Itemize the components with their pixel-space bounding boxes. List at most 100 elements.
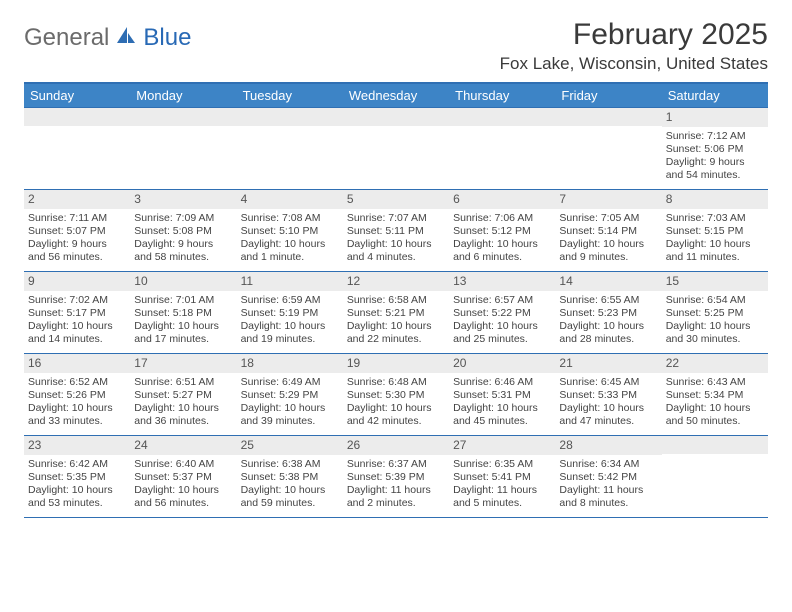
day-header: Saturday — [662, 83, 768, 108]
day-number: 11 — [237, 272, 343, 291]
calendar-cell: 26Sunrise: 6:37 AMSunset: 5:39 PMDayligh… — [343, 436, 449, 518]
day-details: Sunrise: 6:46 AMSunset: 5:31 PMDaylight:… — [453, 376, 551, 429]
day-number: 13 — [449, 272, 555, 291]
sunrise-line: Sunrise: 7:11 AM — [28, 212, 126, 225]
day-number: 7 — [555, 190, 661, 209]
sunrise-line: Sunrise: 6:45 AM — [559, 376, 657, 389]
day-number: 14 — [555, 272, 661, 291]
sunrise-line: Sunrise: 7:08 AM — [241, 212, 339, 225]
calendar-cell: 15 Sunrise: 6:54 AMSunset: 5:25 PMDayligh… — [662, 272, 768, 354]
daylight-line: Daylight: 9 hours and 56 minutes. — [28, 238, 126, 264]
sunrise-line: Sunrise: 7:12 AM — [666, 130, 764, 143]
day-number: 25 — [237, 436, 343, 455]
sunset-line: Sunset: 5:19 PM — [241, 307, 339, 320]
calendar-cell: 24 Sunrise: 6:40 AMSunset: 5:37 PMDayligh… — [130, 436, 236, 518]
sunset-line: Sunset: 5:33 PM — [559, 389, 657, 402]
daylight-line: Daylight: 9 hours and 54 minutes. — [666, 156, 764, 182]
day-number — [130, 108, 236, 126]
day-number — [24, 108, 130, 126]
calendar-cell: 5Sunrise: 7:07 AMSunset: 5:11 PMDaylight… — [343, 190, 449, 272]
day-number: 21 — [555, 354, 661, 373]
calendar-cell — [130, 108, 236, 190]
sunset-line: Sunset: 5:10 PM — [241, 225, 339, 238]
day-number: 1 — [662, 108, 768, 127]
sunrise-line: Sunrise: 6:52 AM — [28, 376, 126, 389]
sunset-line: Sunset: 5:26 PM — [28, 389, 126, 402]
calendar-cell: 16Sunrise: 6:52 AMSunset: 5:26 PMDayligh… — [24, 354, 130, 436]
daylight-line: Daylight: 11 hours and 2 minutes. — [347, 484, 445, 510]
calendar-week: 23 Sunrise: 6:42 AMSunset: 5:35 PMDayligh… — [24, 436, 768, 518]
calendar-cell — [555, 108, 661, 190]
calendar-cell: 12 Sunrise: 6:58 AMSunset: 5:21 PMDayligh… — [343, 272, 449, 354]
day-header: Friday — [555, 83, 661, 108]
sunset-line: Sunset: 5:34 PM — [666, 389, 764, 402]
location-text: Fox Lake, Wisconsin, United States — [500, 54, 768, 74]
daylight-line: Daylight: 10 hours and 42 minutes. — [347, 402, 445, 428]
sunrise-line: Sunrise: 6:48 AM — [347, 376, 445, 389]
day-number: 3 — [130, 190, 236, 209]
day-details: Sunrise: 6:49 AMSunset: 5:29 PMDaylight:… — [241, 376, 339, 429]
day-header: Monday — [130, 83, 236, 108]
day-number: 15 — [662, 272, 768, 291]
calendar-cell: 2 Sunrise: 7:11 AMSunset: 5:07 PMDaylight… — [24, 190, 130, 272]
calendar-cell: 9Sunrise: 7:02 AMSunset: 5:17 PMDaylight… — [24, 272, 130, 354]
day-header-row: SundayMondayTuesdayWednesdayThursdayFrid… — [24, 83, 768, 108]
daylight-line: Daylight: 10 hours and 6 minutes. — [453, 238, 551, 264]
day-details: Sunrise: 6:54 AMSunset: 5:25 PMDaylight:… — [666, 294, 764, 347]
calendar-body: 1Sunrise: 7:12 AMSunset: 5:06 PMDaylight… — [24, 108, 768, 518]
day-number: 2 — [24, 190, 130, 209]
sunset-line: Sunset: 5:06 PM — [666, 143, 764, 156]
day-details: Sunrise: 6:51 AMSunset: 5:27 PMDaylight:… — [134, 376, 232, 429]
daylight-line: Daylight: 10 hours and 28 minutes. — [559, 320, 657, 346]
sunset-line: Sunset: 5:18 PM — [134, 307, 232, 320]
day-details: Sunrise: 7:11 AMSunset: 5:07 PMDaylight:… — [28, 212, 126, 265]
sunset-line: Sunset: 5:22 PM — [453, 307, 551, 320]
daylight-line: Daylight: 10 hours and 19 minutes. — [241, 320, 339, 346]
day-details: Sunrise: 6:38 AMSunset: 5:38 PMDaylight:… — [241, 458, 339, 511]
calendar-cell: 28Sunrise: 6:34 AMSunset: 5:42 PMDayligh… — [555, 436, 661, 518]
day-details: Sunrise: 7:05 AMSunset: 5:14 PMDaylight:… — [559, 212, 657, 265]
day-header: Tuesday — [237, 83, 343, 108]
day-details: Sunrise: 6:52 AMSunset: 5:26 PMDaylight:… — [28, 376, 126, 429]
brand-word2: Blue — [143, 24, 191, 52]
calendar-cell — [237, 108, 343, 190]
calendar-cell: 11Sunrise: 6:59 AMSunset: 5:19 PMDayligh… — [237, 272, 343, 354]
day-details: Sunrise: 6:40 AMSunset: 5:37 PMDaylight:… — [134, 458, 232, 511]
calendar-cell: 10Sunrise: 7:01 AMSunset: 5:18 PMDayligh… — [130, 272, 236, 354]
daylight-line: Daylight: 10 hours and 59 minutes. — [241, 484, 339, 510]
day-details: Sunrise: 6:42 AMSunset: 5:35 PMDaylight:… — [28, 458, 126, 511]
sunset-line: Sunset: 5:29 PM — [241, 389, 339, 402]
day-header: Thursday — [449, 83, 555, 108]
sunrise-line: Sunrise: 7:07 AM — [347, 212, 445, 225]
day-details: Sunrise: 6:57 AMSunset: 5:22 PMDaylight:… — [453, 294, 551, 347]
day-number: 26 — [343, 436, 449, 455]
brand-sail-icon — [115, 24, 137, 52]
sunset-line: Sunset: 5:07 PM — [28, 225, 126, 238]
day-number: 12 — [343, 272, 449, 291]
sunrise-line: Sunrise: 6:55 AM — [559, 294, 657, 307]
daylight-line: Daylight: 10 hours and 33 minutes. — [28, 402, 126, 428]
day-details: Sunrise: 6:58 AMSunset: 5:21 PMDaylight:… — [347, 294, 445, 347]
daylight-line: Daylight: 10 hours and 22 minutes. — [347, 320, 445, 346]
day-number: 22 — [662, 354, 768, 373]
day-number — [662, 436, 768, 454]
day-number: 18 — [237, 354, 343, 373]
daylight-line: Daylight: 10 hours and 17 minutes. — [134, 320, 232, 346]
day-details: Sunrise: 7:12 AMSunset: 5:06 PMDaylight:… — [666, 130, 764, 183]
sunrise-line: Sunrise: 7:09 AM — [134, 212, 232, 225]
daylight-line: Daylight: 11 hours and 5 minutes. — [453, 484, 551, 510]
sunrise-line: Sunrise: 7:03 AM — [666, 212, 764, 225]
calendar-cell: 7 Sunrise: 7:05 AMSunset: 5:14 PMDaylight… — [555, 190, 661, 272]
month-title: February 2025 — [500, 18, 768, 52]
calendar-cell: 22 Sunrise: 6:43 AMSunset: 5:34 PMDayligh… — [662, 354, 768, 436]
day-number: 23 — [24, 436, 130, 455]
day-number: 28 — [555, 436, 661, 455]
daylight-line: Daylight: 10 hours and 47 minutes. — [559, 402, 657, 428]
day-number: 24 — [130, 436, 236, 455]
sunrise-line: Sunrise: 7:01 AM — [134, 294, 232, 307]
day-details: Sunrise: 6:43 AMSunset: 5:34 PMDaylight:… — [666, 376, 764, 429]
sunset-line: Sunset: 5:14 PM — [559, 225, 657, 238]
calendar-cell: 17Sunrise: 6:51 AMSunset: 5:27 PMDayligh… — [130, 354, 236, 436]
sunset-line: Sunset: 5:42 PM — [559, 471, 657, 484]
sunrise-line: Sunrise: 6:35 AM — [453, 458, 551, 471]
